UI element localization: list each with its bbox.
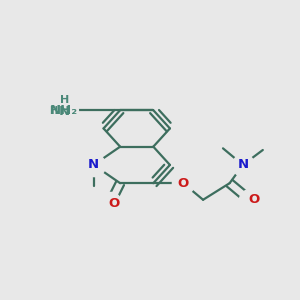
Text: N: N bbox=[59, 105, 70, 118]
Text: H: H bbox=[60, 95, 69, 105]
Text: N: N bbox=[88, 158, 99, 171]
Text: O: O bbox=[109, 196, 120, 210]
Text: NH₂: NH₂ bbox=[50, 104, 78, 117]
Text: H: H bbox=[49, 106, 57, 116]
Text: N: N bbox=[237, 158, 248, 171]
Text: O: O bbox=[248, 193, 259, 206]
Text: O: O bbox=[178, 177, 189, 190]
